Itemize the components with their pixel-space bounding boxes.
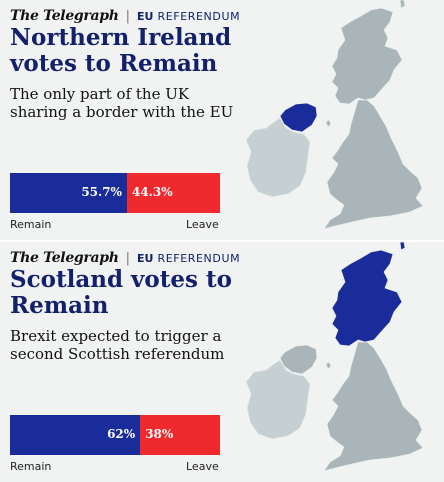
leave-label: Leave bbox=[186, 460, 219, 473]
subheadline: The only part of the UK sharing a border… bbox=[10, 85, 234, 121]
ireland-region bbox=[245, 117, 311, 198]
scotland-panel: The Telegraph | EU REFERENDUM Scotland v… bbox=[0, 242, 444, 482]
telegraph-masthead: The Telegraph bbox=[10, 8, 119, 24]
section-eu-label: EU bbox=[137, 9, 154, 23]
remain-percent: 55.7% bbox=[81, 185, 122, 199]
ireland-region bbox=[245, 359, 311, 440]
northern-ireland-panel: The Telegraph | EU REFERENDUM Northern I… bbox=[0, 0, 444, 240]
scotland-region bbox=[331, 7, 403, 105]
section-referendum-label: REFERENDUM bbox=[157, 251, 241, 265]
remain-bar-segment: 55.7% bbox=[10, 173, 127, 213]
result-bar: 55.7% 44.3% bbox=[10, 173, 220, 213]
scotland-region bbox=[331, 249, 403, 347]
leave-bar-segment: 38% bbox=[140, 415, 220, 455]
shetland-islands bbox=[399, 242, 406, 251]
brand-row: The Telegraph | EU REFERENDUM bbox=[10, 8, 240, 24]
brand-separator: | bbox=[125, 250, 131, 266]
england-wales-region bbox=[323, 99, 424, 230]
leave-label: Leave bbox=[186, 218, 219, 231]
telegraph-masthead: The Telegraph bbox=[10, 250, 119, 266]
remain-label: Remain bbox=[10, 218, 52, 231]
headline: Northern Ireland votes to Remain bbox=[10, 24, 232, 77]
section-referendum-label: REFERENDUM bbox=[157, 9, 241, 23]
brand-row: The Telegraph | EU REFERENDUM bbox=[10, 250, 240, 266]
brand-separator: | bbox=[125, 8, 131, 24]
northern-ireland-region bbox=[279, 344, 318, 375]
leave-percent: 44.3% bbox=[131, 185, 173, 199]
isle-of-man bbox=[325, 361, 332, 370]
subheadline: Brexit expected to trigger a second Scot… bbox=[10, 327, 225, 363]
section-eu-label: EU bbox=[137, 251, 154, 265]
remain-bar-segment: 62% bbox=[10, 415, 141, 455]
england-wales-region bbox=[323, 341, 424, 472]
shetland-islands bbox=[399, 0, 406, 9]
uk-map bbox=[245, 242, 424, 472]
leave-percent: 38% bbox=[145, 427, 174, 441]
uk-map bbox=[245, 0, 424, 230]
headline: Scotland votes to Remain bbox=[10, 266, 232, 319]
remain-percent: 62% bbox=[107, 427, 136, 441]
remain-label: Remain bbox=[10, 460, 52, 473]
result-bar: 62% 38% bbox=[10, 415, 220, 455]
isle-of-man bbox=[325, 119, 332, 128]
leave-bar-segment: 44.3% bbox=[126, 173, 220, 213]
northern-ireland-region bbox=[279, 102, 318, 133]
